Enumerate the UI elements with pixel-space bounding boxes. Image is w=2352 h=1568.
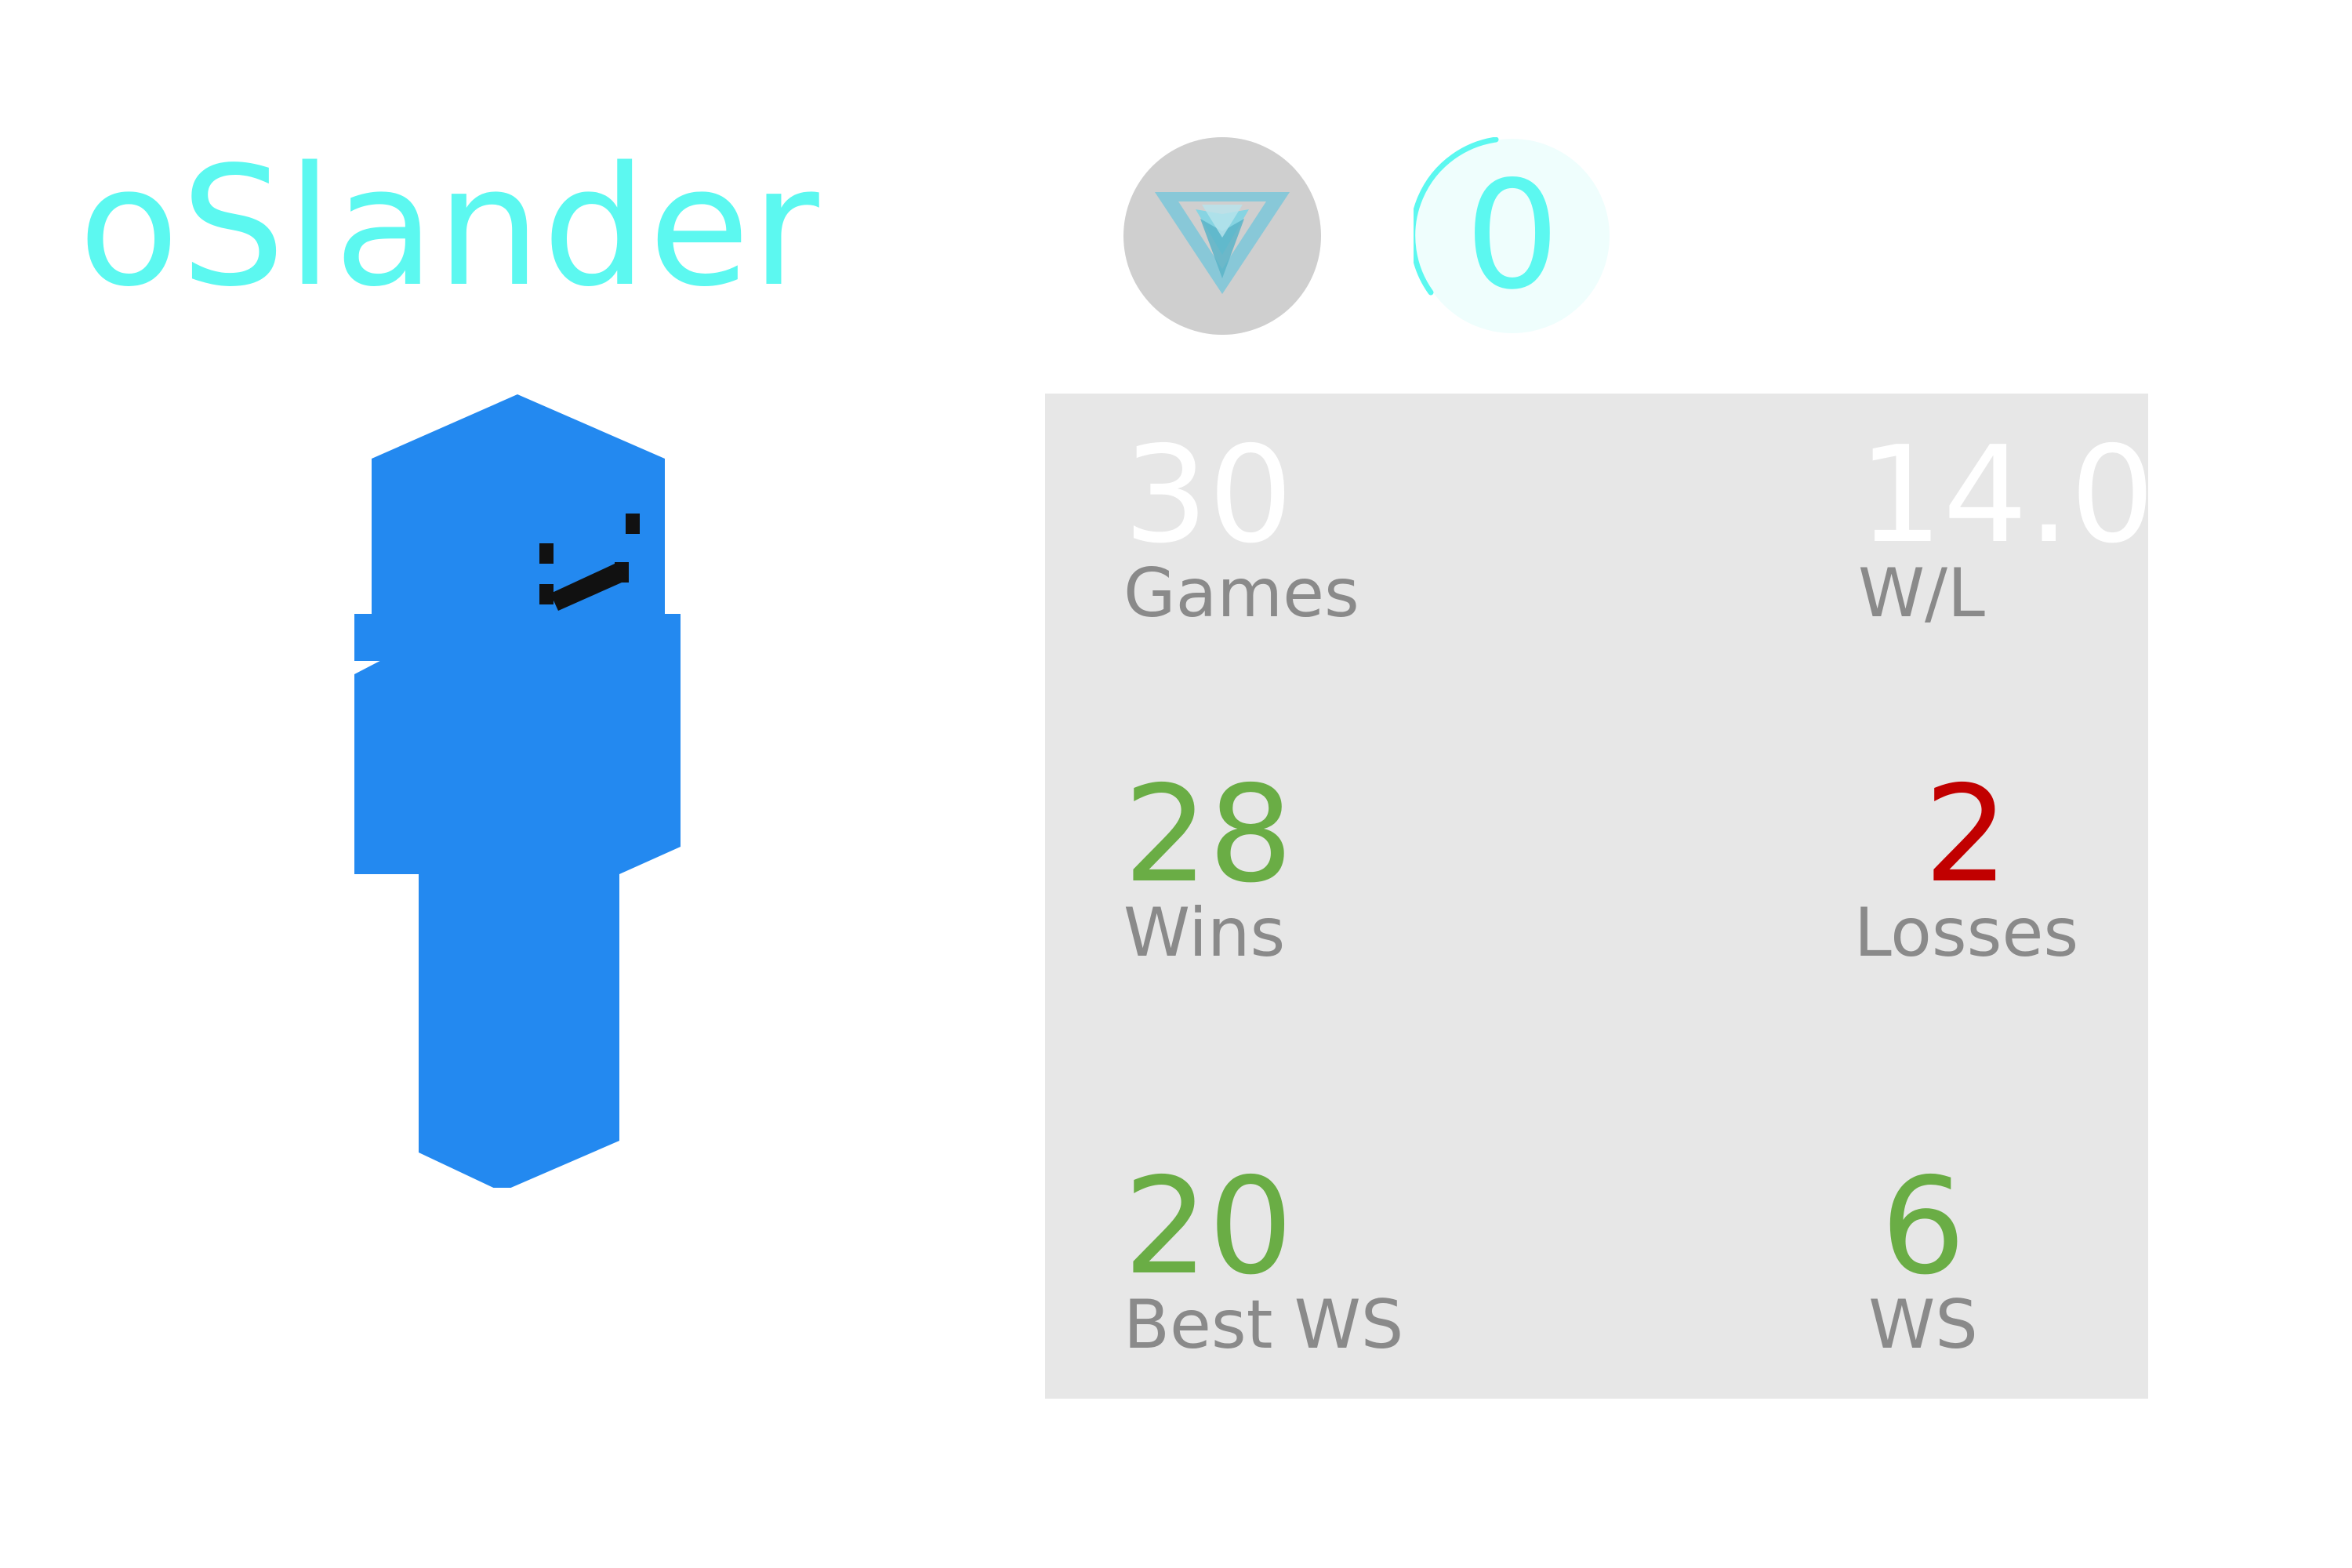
- skin-legs: [419, 874, 619, 1188]
- stat-best-ws: 20 Best WS: [1123, 1160, 1403, 1363]
- stat-wins-value: 28: [1123, 757, 1294, 913]
- rank-badge: [1123, 137, 1321, 335]
- stat-games-label: Games: [1123, 554, 1359, 633]
- stat-ws-value: 6: [1880, 1149, 1966, 1305]
- triangle-emblem-icon: [1155, 192, 1290, 294]
- skin-face: [539, 514, 640, 611]
- stat-best-ws-label: Best WS: [1123, 1286, 1404, 1364]
- stat-ws: 6 WS: [1845, 1160, 2002, 1363]
- stat-wins-label: Wins: [1123, 894, 1286, 972]
- player-skin-render: [354, 394, 681, 1188]
- stat-wl: 14.0 W/L: [1858, 429, 2155, 631]
- stat-ws-label: WS: [1868, 1286, 1978, 1364]
- stat-wins: 28 Wins: [1123, 768, 1293, 971]
- skin-torso: [354, 647, 681, 874]
- stat-losses-label: Losses: [1853, 894, 2079, 972]
- player-username: oSlander: [78, 131, 821, 323]
- skin-head: [372, 394, 665, 614]
- stat-games: 30 Games: [1123, 429, 1359, 631]
- level-value: 0: [1465, 149, 1560, 322]
- stat-games-value: 30: [1123, 418, 1294, 573]
- stats-panel: 30 Games 14.0 W/L 28 Wins 2 Losses 20 Be…: [1045, 394, 2155, 1399]
- stat-losses-value: 2: [1923, 757, 2009, 913]
- stat-best-ws-value: 20: [1123, 1149, 1294, 1305]
- stat-losses: 2 Losses: [1849, 768, 2084, 971]
- level-progress-ring: [1414, 137, 1611, 335]
- stat-wl-label: W/L: [1858, 554, 1985, 633]
- stat-wl-value: 14.0: [1858, 418, 2155, 573]
